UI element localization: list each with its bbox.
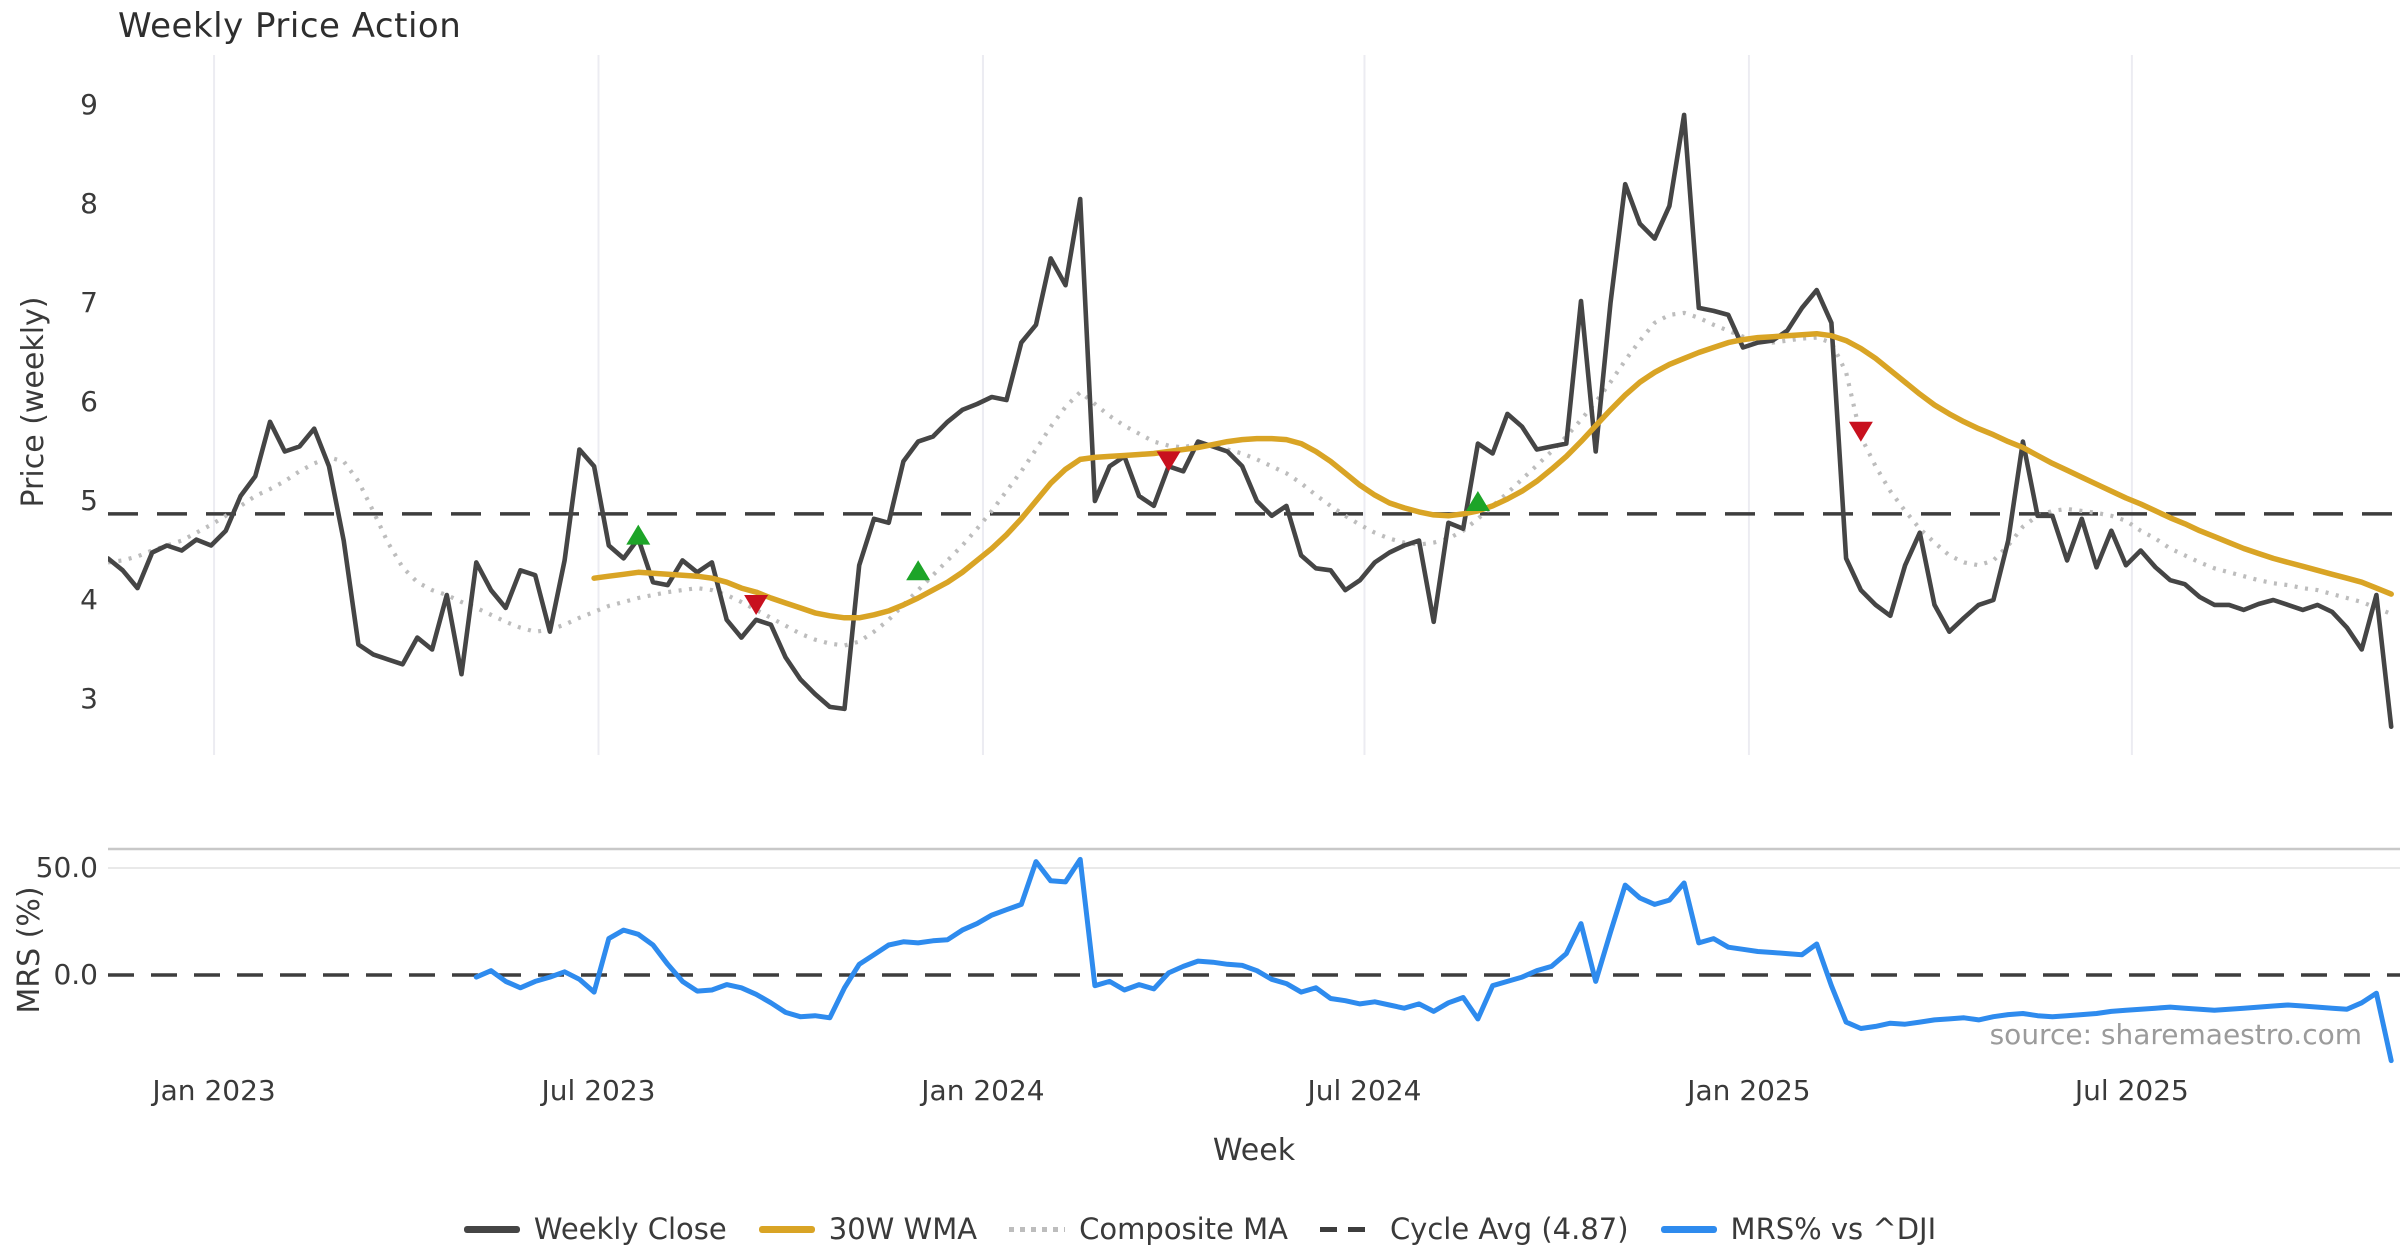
legend-swatch-dotted — [1009, 1226, 1066, 1232]
legend-swatch-dashed — [1319, 1226, 1376, 1232]
price-y-tick-label: 6 — [80, 384, 98, 418]
legend-item-30w-wma: 30W WMA — [758, 1212, 978, 1246]
legend-swatch-solid — [463, 1225, 520, 1233]
price-y-tick-label: 3 — [80, 681, 98, 715]
chart-legend: Weekly Close 30W WMA Composite MA Cycle Avg… — [0, 1206, 2400, 1252]
x-tick-label: Jul 2024 — [1307, 1074, 1422, 1107]
price-y-tick-label: 8 — [80, 186, 98, 220]
weekly-close-line — [108, 112, 2394, 729]
buy-signal-marker — [906, 560, 931, 581]
legend-label: Weekly Close — [533, 1212, 727, 1246]
x-tick-label: Jan 2023 — [152, 1074, 276, 1107]
mrs-line — [473, 856, 2394, 1064]
x-axis-label: Week — [1212, 1133, 1296, 1168]
mrs-y-tick-label: 50.0 — [35, 851, 98, 884]
legend-item-mrs-vs-dji: MRS% vs ^DJI — [1660, 1212, 1937, 1246]
composite-ma-line — [108, 310, 2392, 648]
sell-signal-marker — [1156, 451, 1181, 472]
legend-label: Composite MA — [1079, 1212, 1288, 1246]
legend-label: MRS% vs ^DJI — [1730, 1212, 1937, 1246]
legend-item-composite-ma: Composite MA — [1009, 1212, 1288, 1246]
buy-signal-marker — [1465, 490, 1490, 511]
legend-swatch-solid — [758, 1225, 815, 1233]
legend-swatch-solid — [1660, 1225, 1717, 1233]
price-y-tick-label: 9 — [80, 87, 98, 121]
price-y-tick-label: 5 — [80, 483, 98, 517]
source-watermark: source: sharemaestro.com — [1989, 1018, 2362, 1051]
mrs-chart-plot — [108, 847, 2400, 1064]
mrs-y-tick-label: 0.0 — [53, 958, 98, 991]
legend-item-weekly-close: Weekly Close — [463, 1212, 727, 1246]
legend-label: Cycle Avg (4.87) — [1389, 1212, 1629, 1246]
sell-signal-marker — [744, 594, 769, 615]
legend-item-cycle-avg-4-87-: Cycle Avg (4.87) — [1319, 1212, 1629, 1246]
x-tick-label: Jan 2024 — [921, 1074, 1045, 1107]
x-tick-label: Jul 2025 — [2074, 1074, 2189, 1107]
price-y-tick-label: 7 — [80, 285, 98, 319]
chart-title: Weekly Price Action — [118, 6, 462, 46]
wma-line — [591, 330, 2394, 621]
x-tick-label: Jan 2025 — [1687, 1074, 1811, 1107]
sell-signal-marker — [1848, 421, 1873, 442]
x-tick-label: Jul 2023 — [541, 1074, 656, 1107]
legend-label: 30W WMA — [828, 1212, 978, 1246]
mrs-y-axis-label: MRS (%) — [12, 886, 47, 1014]
buy-signal-marker — [626, 524, 651, 545]
price-y-tick-label: 4 — [80, 582, 98, 616]
price-chart-plot — [108, 55, 2400, 755]
